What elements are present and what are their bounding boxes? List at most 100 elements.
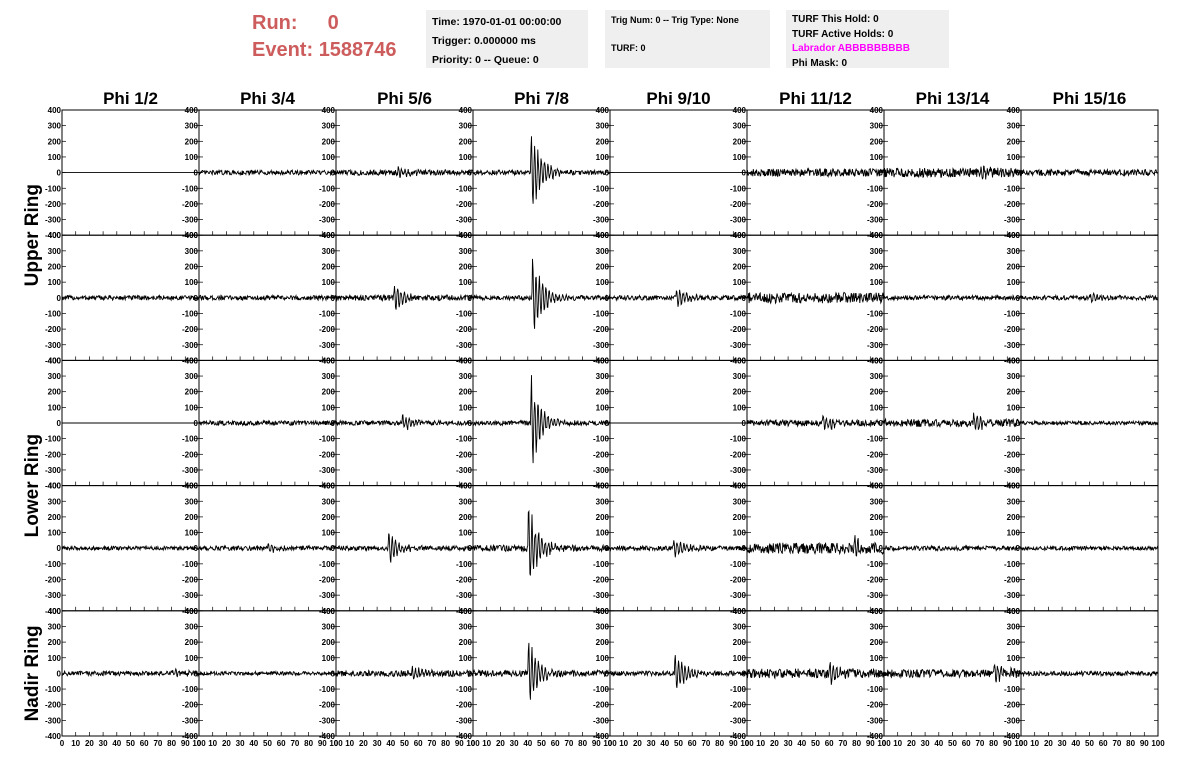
y-tick-label: 100 xyxy=(1007,153,1021,162)
x-tick-label: 10 xyxy=(1030,739,1039,748)
y-tick-label: 100 xyxy=(596,278,610,287)
waveform-trace xyxy=(883,663,1022,683)
turf-this-hold-text: TURF This Hold: 0 xyxy=(792,14,879,25)
y-tick-label: -200 xyxy=(730,200,747,209)
y-tick-label: -300 xyxy=(593,216,610,225)
y-tick-label: 400 xyxy=(1007,106,1021,115)
y-tick-label: -300 xyxy=(319,341,336,350)
y-tick-label: -200 xyxy=(1004,200,1021,209)
y-tick-label: 200 xyxy=(322,137,336,146)
x-tick-label: 30 xyxy=(510,739,519,748)
y-tick-label: 100 xyxy=(1007,529,1021,538)
y-tick-label: 300 xyxy=(185,122,199,131)
x-tick-label: 70 xyxy=(290,739,299,748)
waveform-trace xyxy=(883,293,1022,302)
y-tick-label: -200 xyxy=(730,701,747,710)
y-tick-label: 0 xyxy=(468,544,473,553)
x-tick-label: 50 xyxy=(1085,739,1094,748)
y-tick-label: 400 xyxy=(870,231,884,240)
run-line: Run: 0 xyxy=(252,10,397,37)
y-tick-label: -300 xyxy=(867,466,884,475)
y-tick-label: 300 xyxy=(596,247,610,256)
y-tick-label: -100 xyxy=(1004,685,1021,694)
y-tick-label: 200 xyxy=(48,137,62,146)
x-tick-label: 30 xyxy=(647,739,656,748)
y-tick-label: -100 xyxy=(593,184,610,193)
ring-label: Lower Ring xyxy=(22,434,43,537)
y-tick-label: -300 xyxy=(456,591,473,600)
y-tick-label: 200 xyxy=(322,263,336,272)
y-tick-label: -100 xyxy=(867,685,884,694)
y-tick-label: 0 xyxy=(742,294,747,303)
waveform-trace xyxy=(883,412,1022,431)
y-tick-label: -200 xyxy=(593,450,610,459)
y-tick-label: -100 xyxy=(456,435,473,444)
y-tick-label: 300 xyxy=(48,247,62,256)
y-tick-label: 200 xyxy=(596,388,610,397)
run-event-block: Run: 0 Event: 1588746 xyxy=(252,10,397,64)
y-tick-label: 300 xyxy=(870,122,884,131)
time-info-box: Time: 1970-01-01 00:00:00 Trigger: 0.000… xyxy=(426,10,588,68)
y-tick-label: 400 xyxy=(870,607,884,616)
waveform-trace xyxy=(609,289,748,307)
y-tick-label: 300 xyxy=(459,122,473,131)
y-tick-label: -100 xyxy=(45,184,62,193)
y-tick-label: -400 xyxy=(1004,732,1021,741)
column-title: Phi 9/10 xyxy=(646,89,710,108)
x-tick-label: 70 xyxy=(838,739,847,748)
trigger-info-box: Trig Num: 0 -- Trig Type: None TURF: 0 xyxy=(605,10,770,68)
y-tick-label: 200 xyxy=(733,137,747,146)
y-tick-label: 400 xyxy=(596,607,610,616)
waveform-trace xyxy=(335,414,474,431)
y-tick-label: 100 xyxy=(733,278,747,287)
x-tick-label: 0 xyxy=(334,739,339,748)
x-tick-label: 40 xyxy=(386,739,395,748)
waveform-trace xyxy=(61,667,200,678)
y-tick-label: 0 xyxy=(879,169,884,178)
y-tick-label: 100 xyxy=(185,403,199,412)
x-tick-label: 50 xyxy=(674,739,683,748)
y-tick-label: -100 xyxy=(456,560,473,569)
y-tick-label: -200 xyxy=(45,576,62,585)
waveform-trace xyxy=(1020,669,1159,678)
y-tick-label: 300 xyxy=(459,622,473,631)
y-tick-label: -400 xyxy=(867,732,884,741)
y-tick-label: 200 xyxy=(870,388,884,397)
y-tick-label: 400 xyxy=(48,106,62,115)
y-tick-label: -100 xyxy=(319,184,336,193)
y-tick-label: -300 xyxy=(182,591,199,600)
y-tick-label: -100 xyxy=(1004,309,1021,318)
y-tick-label: -100 xyxy=(45,685,62,694)
x-tick-label: 50 xyxy=(263,739,272,748)
y-tick-label: -200 xyxy=(456,576,473,585)
y-tick-label: 300 xyxy=(459,372,473,381)
y-tick-label: -300 xyxy=(45,341,62,350)
x-tick-label: 40 xyxy=(249,739,258,748)
y-tick-label: -300 xyxy=(1004,591,1021,600)
x-tick-label: 50 xyxy=(126,739,135,748)
y-tick-label: 100 xyxy=(733,403,747,412)
y-tick-label: -100 xyxy=(593,560,610,569)
y-tick-label: -200 xyxy=(593,701,610,710)
y-tick-label: -200 xyxy=(45,450,62,459)
waveform-trace xyxy=(335,533,474,563)
y-tick-label: -300 xyxy=(867,716,884,725)
y-tick-label: 200 xyxy=(185,388,199,397)
y-tick-label: 300 xyxy=(1007,622,1021,631)
y-tick-label: 400 xyxy=(596,356,610,365)
y-tick-label: 100 xyxy=(459,654,473,663)
y-tick-label: 0 xyxy=(605,544,610,553)
x-tick-label: 100 xyxy=(329,739,343,748)
y-tick-label: 400 xyxy=(596,231,610,240)
y-tick-label: 0 xyxy=(1016,669,1021,678)
y-tick-label: 100 xyxy=(48,278,62,287)
y-tick-label: 400 xyxy=(322,482,336,491)
x-tick-label: 0 xyxy=(1019,739,1024,748)
y-tick-label: 0 xyxy=(57,169,62,178)
y-tick-label: -300 xyxy=(319,716,336,725)
y-tick-label: 200 xyxy=(459,388,473,397)
x-tick-label: 60 xyxy=(140,739,149,748)
y-tick-label: 400 xyxy=(322,231,336,240)
y-tick-label: -300 xyxy=(182,216,199,225)
y-tick-label: 300 xyxy=(870,622,884,631)
